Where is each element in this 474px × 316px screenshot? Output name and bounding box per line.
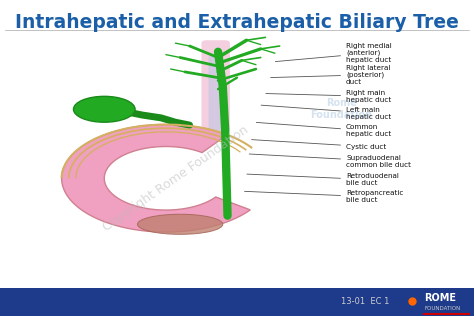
Text: Supraduodenal
common bile duct: Supraduodenal common bile duct xyxy=(249,154,411,167)
Text: Rome
Foundation: Rome Foundation xyxy=(310,99,373,120)
Text: Copyright Rome Foundation: Copyright Rome Foundation xyxy=(100,123,251,234)
Text: ROME: ROME xyxy=(424,293,456,302)
Text: FOUNDATION: FOUNDATION xyxy=(424,307,460,311)
Ellipse shape xyxy=(73,96,135,122)
Text: Right main
hepatic duct: Right main hepatic duct xyxy=(266,90,391,103)
Text: Common
hepatic duct: Common hepatic duct xyxy=(256,122,391,137)
Ellipse shape xyxy=(137,214,223,234)
FancyBboxPatch shape xyxy=(201,40,230,132)
FancyBboxPatch shape xyxy=(209,56,223,131)
Text: Cystic duct: Cystic duct xyxy=(252,140,386,150)
Text: Retropancreatic
bile duct: Retropancreatic bile duct xyxy=(245,191,403,204)
Text: Right medial
(anterior)
hepatic duct: Right medial (anterior) hepatic duct xyxy=(275,43,392,64)
Text: 13-01  EC 1: 13-01 EC 1 xyxy=(341,297,390,306)
Text: Retroduodenal
bile duct: Retroduodenal bile duct xyxy=(247,173,399,186)
Polygon shape xyxy=(62,125,250,232)
Text: Intrahepatic and Extrahepatic Biliary Tree: Intrahepatic and Extrahepatic Biliary Tr… xyxy=(15,13,459,32)
Text: Right lateral
(posterior)
duct: Right lateral (posterior) duct xyxy=(271,64,391,85)
Text: Left main
hepatic duct: Left main hepatic duct xyxy=(261,105,391,119)
